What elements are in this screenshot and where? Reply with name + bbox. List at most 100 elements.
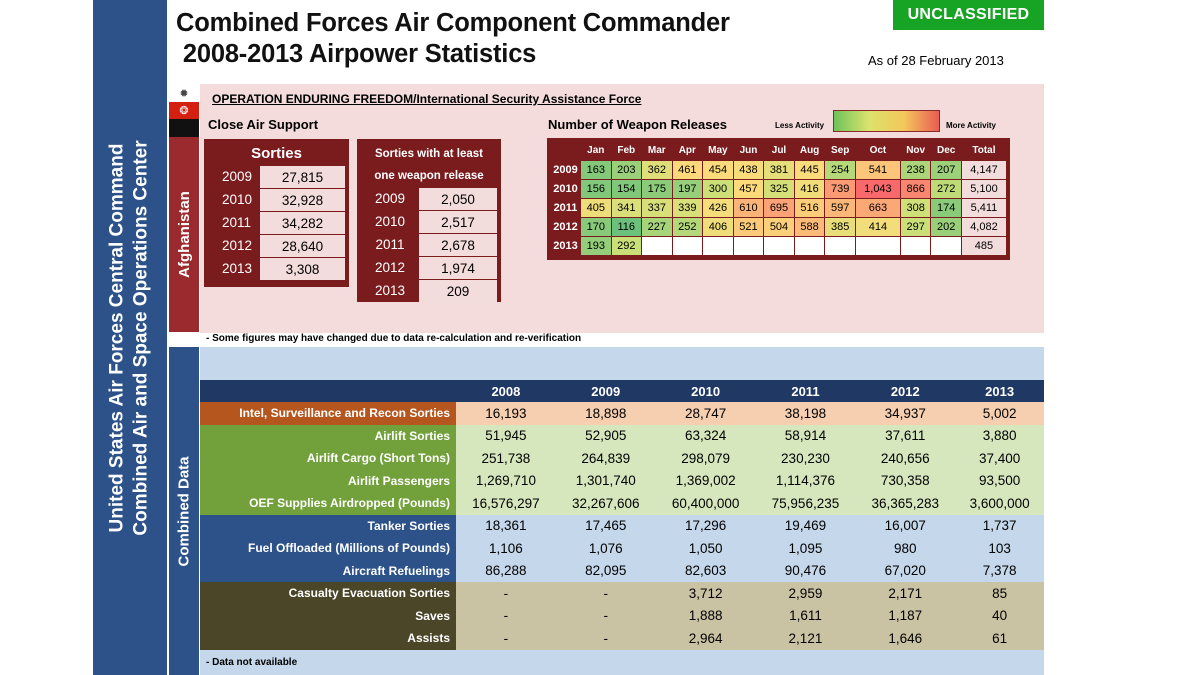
weapon-sorties-year: 2011: [361, 233, 419, 256]
recalculation-note: - Some figures may have changed due to d…: [206, 333, 582, 344]
weapon-releases-cell: 193: [580, 235, 612, 256]
weapon-releases-cell: 203: [610, 159, 643, 180]
weapon-sorties-box: Sorties with at least one weapon release…: [357, 139, 501, 302]
combined-row: Airlift Cargo (Short Tons) 251,738 264,839…: [200, 447, 1044, 470]
weapon-sorties-year: 2009: [361, 187, 419, 210]
weapon-releases-header-row: Jan Feb Mar Apr May Jun Jul Aug Sep Oct Nov Dec Tota…: [551, 141, 1007, 160]
weapon-sorties-value: 2,050: [419, 187, 497, 210]
year-header: 2009: [555, 380, 656, 402]
combined-cell: -: [555, 604, 656, 627]
combined-cell: 1,095: [755, 537, 856, 560]
weapon-releases-cell: 695: [763, 197, 795, 218]
combined-row: Aircraft Refuelings 86,288 82,095 82,603 90,…: [200, 559, 1044, 582]
combined-row-label: Tanker Sorties: [200, 514, 456, 537]
combined-cell: 1,114,376: [755, 469, 856, 492]
weapon-releases-cell: 292: [610, 235, 643, 256]
month-header: Jun: [739, 144, 758, 156]
weapon-releases-row: 2010 156 154 175 197 300 457 325 416 739 1,043 866 2…: [550, 178, 1008, 199]
combined-cell: 61: [955, 627, 1044, 650]
weapon-sorties-value: 2,517: [419, 210, 497, 233]
activity-legend-bar: [833, 110, 940, 132]
combined-cell: 17,465: [555, 514, 656, 537]
weapon-releases-cell: 541: [854, 159, 901, 180]
combined-cell: 86,288: [456, 559, 556, 582]
combined-row: Airlift Passengers 1,269,710 1,301,740 1,36…: [200, 469, 1044, 492]
sorties-rows: 2009 27,815 2010 32,928 2011 34,282 2012 28,640…: [208, 165, 345, 280]
month-header: Feb: [617, 144, 636, 156]
combined-row-label: Airlift Passengers: [200, 469, 456, 492]
year-header: 2011: [755, 380, 856, 402]
combined-cell: 3,712: [655, 582, 756, 605]
weapon-releases-cell: 154: [610, 178, 643, 199]
weapon-releases-empty-cell: [793, 235, 826, 256]
combined-row-label: Intel, Surveillance and Recon Sorties: [200, 402, 456, 425]
page-title-line1: Combined Forces Air Component Commander: [176, 9, 730, 37]
year-header: 2010: [655, 380, 756, 402]
combined-cell: -: [456, 627, 556, 650]
weapon-releases-cell: 308: [899, 197, 932, 218]
combined-cell: 37,611: [855, 424, 956, 447]
month-header: May: [708, 144, 728, 156]
sorties-year: 2013: [208, 257, 260, 280]
sorties-value: 32,928: [260, 188, 345, 211]
combined-cell: 5,002: [955, 402, 1044, 425]
side-title-line1: United States Air Forces Central Command: [107, 143, 128, 532]
weapon-releases-cell: 414: [854, 216, 901, 237]
weapon-releases-cell: 202: [930, 216, 962, 237]
year-header: 2012: [855, 380, 956, 402]
side-title: United States Air Forces Central Command…: [93, 0, 167, 675]
year-header: 2008: [456, 380, 556, 402]
legend-more-activity: More Activity: [946, 121, 996, 130]
combined-cell: 63,324: [655, 424, 756, 447]
combined-cell: 82,603: [655, 559, 756, 582]
combined-row: OEF Supplies Airdropped (Pounds) 16,576,2…: [200, 492, 1044, 515]
combined-cell: 264,839: [555, 447, 656, 470]
weapon-releases-title: Number of Weapon Releases: [548, 117, 727, 132]
month-header: Mar: [647, 144, 666, 156]
page-title-line2: 2008-2013 Airpower Statistics: [176, 40, 537, 68]
combined-cell: 52,905: [555, 424, 656, 447]
combined-row-label: Aircraft Refuelings: [200, 559, 456, 582]
weapon-releases-cell: 116: [610, 216, 643, 237]
weapon-releases-empty-cell: [899, 235, 932, 256]
combined-cell: 1,106: [456, 537, 556, 560]
afghanistan-flag-icon: ✹ ❂: [169, 84, 199, 137]
month-header: Aug: [799, 144, 820, 156]
combined-cell: 36,365,283: [855, 492, 956, 515]
weapon-sorties-year: 2010: [361, 210, 419, 233]
month-header: Total: [972, 144, 996, 156]
combined-cell: -: [456, 604, 556, 627]
legend-less-activity: Less Activity: [775, 121, 825, 130]
combined-cell: 51,945: [456, 424, 556, 447]
weapon-releases-cell: 454: [702, 159, 734, 180]
weapon-releases-year: 2013: [550, 235, 581, 256]
combined-label-text: Combined Data: [175, 455, 193, 567]
weapon-releases-empty-cell: [824, 235, 856, 256]
combined-cell: 1,611: [755, 604, 856, 627]
side-band: [93, 0, 167, 675]
month-header: Dec: [936, 144, 956, 156]
combined-cell: 240,656: [855, 447, 956, 470]
weapon-releases-cell: 197: [671, 178, 704, 199]
combined-row: Tanker Sorties 18,361 17,465 17,296 19,469 16…: [200, 514, 1044, 537]
combined-cell: 1,369,002: [655, 469, 756, 492]
weapon-releases-year: 2011: [550, 197, 581, 218]
weapon-releases-cell: 663: [854, 197, 901, 218]
combined-row-label: Fuel Offloaded (Millions of Pounds): [200, 537, 456, 560]
weapon-releases-cell: 445: [793, 159, 826, 180]
combined-cell: 38,198: [755, 402, 856, 425]
weapon-releases-empty-cell: [641, 235, 673, 256]
combined-cell: 32,267,606: [555, 492, 656, 515]
combined-cell: 60,400,000: [655, 492, 756, 515]
combined-cell: 251,738: [456, 447, 556, 470]
weapon-sorties-row: 2010 2,517: [361, 210, 497, 233]
weapon-releases-empty-cell: [930, 235, 962, 256]
combined-row: Fuel Offloaded (Millions of Pounds) 1,106…: [200, 537, 1044, 560]
combined-cell: 17,296: [655, 514, 756, 537]
sorties-value: 34,282: [260, 211, 345, 234]
weapon-releases-table: Jan Feb Mar Apr May Jun Jul Aug Sep Oct Nov Dec Tota…: [547, 138, 1010, 260]
side-title-line2: Combined Air and Space Operations Center: [131, 139, 152, 536]
combined-cell: 58,914: [755, 424, 856, 447]
weapon-releases-cell: 227: [641, 216, 673, 237]
weapon-releases-cell: 381: [763, 159, 795, 180]
